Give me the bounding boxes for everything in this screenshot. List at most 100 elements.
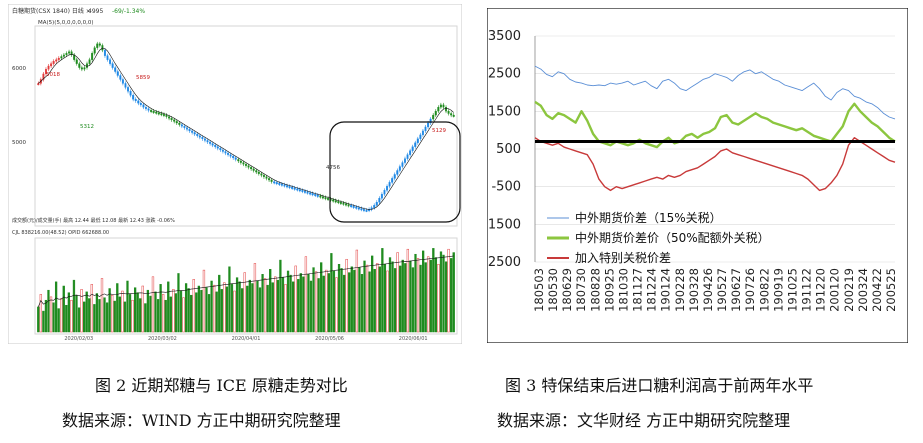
right-xtick: 190426: [701, 268, 715, 312]
candle-body: [414, 142, 417, 147]
candle-body: [298, 189, 301, 192]
volume-bar: [312, 267, 315, 333]
volume-bar: [131, 299, 134, 333]
right-series-lines: [534, 65, 896, 192]
candle-body: [198, 135, 201, 138]
volume-bar: [42, 310, 45, 333]
volume-bar: [388, 257, 392, 333]
left-x-label: 2020/06/01: [399, 336, 428, 342]
volume-bar: [378, 266, 381, 333]
volume-bar: [70, 299, 73, 333]
candle-body: [134, 99, 137, 101]
candle-body: [339, 202, 342, 204]
right-xtick: 190919: [771, 268, 785, 312]
left-volume-plot-area: [34, 237, 458, 335]
volume-bar: [174, 293, 178, 333]
candle-body: [437, 107, 440, 112]
candle-body: [352, 205, 355, 208]
volume-bar: [342, 274, 346, 333]
right-series-line: [534, 65, 896, 120]
volume-bar: [396, 252, 399, 333]
volume-bar: [126, 280, 129, 333]
right-ytick: -500: [491, 180, 521, 195]
candle-body: [337, 201, 340, 204]
volume-bar: [225, 286, 229, 333]
volume-bar: [149, 295, 152, 333]
volume-bar: [220, 289, 223, 333]
volume-bar: [406, 248, 409, 333]
volume-bar: [212, 284, 216, 333]
volume-bar: [404, 263, 407, 333]
candle-body: [80, 67, 83, 70]
candle-body: [316, 194, 319, 197]
candle-body: [388, 182, 391, 187]
volume-bar: [65, 304, 68, 333]
candle-body: [427, 122, 430, 128]
candle-body: [203, 138, 206, 141]
candle-body: [283, 184, 286, 187]
candle-body: [288, 186, 291, 188]
candle-body: [93, 47, 96, 54]
volume-bar: [292, 281, 295, 333]
candle-body: [152, 110, 155, 113]
volume-bar: [320, 262, 323, 333]
volume-bar: [103, 297, 106, 333]
volume-bar: [337, 264, 341, 333]
candle-body: [91, 53, 94, 60]
candle-body: [262, 175, 265, 177]
right-xtick: 191025: [785, 268, 799, 312]
right-xtick: 180828: [588, 268, 602, 312]
candle-body: [75, 59, 78, 64]
volume-bar: [253, 263, 257, 333]
right-xtick: 200324: [856, 268, 870, 312]
volume-bar: [391, 261, 394, 333]
volume-bar: [376, 263, 379, 333]
candle-body: [168, 116, 171, 119]
candle-body: [127, 87, 130, 92]
candle-body: [52, 61, 55, 64]
candle-body: [165, 114, 168, 117]
volume-bar: [340, 268, 343, 333]
candle-body: [101, 45, 104, 51]
candle-body: [114, 67, 117, 72]
volume-bar: [314, 271, 318, 333]
left-price-chart: 白糖期货(CSX 1840) 日线 × 4995 -69/-1.34% MA(5…: [7, 3, 463, 345]
volume-bar: [386, 270, 389, 333]
candle-body: [173, 119, 176, 122]
volume-bar: [439, 251, 443, 333]
volume-bar: [72, 279, 76, 333]
candle-body: [186, 127, 189, 130]
right-series-line: [534, 137, 896, 192]
candle-body: [409, 150, 412, 155]
volume-bar: [345, 258, 348, 333]
candle-body: [65, 53, 68, 56]
candle-body: [275, 182, 278, 185]
volume-bar: [44, 299, 48, 333]
volume-bar: [192, 279, 195, 333]
candle-body: [424, 126, 427, 132]
right-figure-caption: 图 3 特保结束后进口糖利润高于前两年水平: [505, 376, 814, 395]
volume-bar: [411, 267, 415, 333]
volume-bar: [207, 294, 211, 333]
volume-bar: [39, 294, 42, 333]
volume-bar: [286, 270, 290, 333]
candle-body: [378, 198, 381, 203]
candle-body: [439, 104, 442, 108]
candle-body: [201, 137, 204, 139]
volume-bar: [164, 299, 167, 333]
volume-bar: [98, 299, 101, 333]
volume-bar: [348, 272, 351, 333]
volume-bar: [197, 285, 200, 333]
volume-bar: [294, 265, 297, 333]
candle-body: [360, 208, 363, 211]
right-xtick: 180530: [546, 268, 560, 312]
right-legend-label: 加入特别关税价差: [575, 250, 671, 265]
volume-bar: [401, 259, 404, 333]
candle-body: [106, 55, 109, 60]
candle-body: [291, 186, 294, 189]
candle-body: [211, 143, 214, 146]
volume-bar: [424, 262, 427, 333]
candle-body: [301, 190, 304, 192]
volume-bar: [358, 267, 361, 333]
volume-bar: [202, 269, 206, 333]
